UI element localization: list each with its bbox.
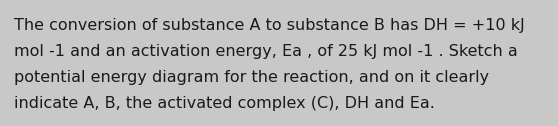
- Text: indicate A, B, the activated complex (C), DH and Ea.: indicate A, B, the activated complex (C)…: [14, 96, 435, 111]
- Text: potential energy diagram for the reaction, and on it clearly: potential energy diagram for the reactio…: [14, 70, 489, 85]
- Text: The conversion of substance A to substance B has DH = +10 kJ: The conversion of substance A to substan…: [14, 18, 525, 33]
- Text: mol -1 and an activation energy, Ea , of 25 kJ mol -1 . Sketch a: mol -1 and an activation energy, Ea , of…: [14, 44, 518, 59]
